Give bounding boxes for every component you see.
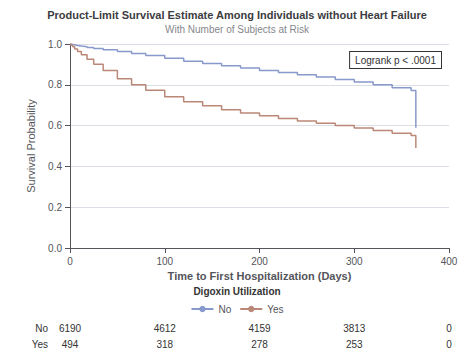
svg-text:Digoxin Utilization: Digoxin Utilization: [193, 286, 280, 297]
svg-text:100: 100: [156, 256, 173, 267]
svg-text:0.6: 0.6: [48, 120, 62, 131]
svg-text:Yes: Yes: [267, 304, 283, 315]
svg-text:0: 0: [67, 256, 73, 267]
svg-text:With Number of Subjects at Ris: With Number of Subjects at Risk: [165, 24, 310, 35]
svg-text:0.8: 0.8: [48, 79, 62, 90]
svg-text:Yes: Yes: [32, 339, 48, 350]
svg-text:300: 300: [346, 256, 363, 267]
svg-text:No: No: [218, 304, 231, 315]
svg-text:1.0: 1.0: [48, 39, 62, 50]
svg-text:0: 0: [446, 323, 452, 334]
svg-text:200: 200: [251, 256, 268, 267]
svg-text:0: 0: [446, 339, 452, 350]
svg-text:6190: 6190: [59, 323, 82, 334]
svg-text:Logrank p < .0001: Logrank p < .0001: [355, 55, 436, 66]
svg-text:Product-Limit Survival Estimat: Product-Limit Survival Estimate Among In…: [47, 9, 427, 21]
svg-text:Time to First Hospitalization: Time to First Hospitalization (Days): [168, 270, 352, 282]
svg-text:0.4: 0.4: [48, 161, 62, 172]
svg-text:400: 400: [441, 256, 458, 267]
svg-text:Survival Probability: Survival Probability: [25, 99, 37, 193]
svg-text:No: No: [35, 323, 48, 334]
svg-text:278: 278: [251, 339, 268, 350]
svg-text:4159: 4159: [248, 323, 271, 334]
svg-text:0.2: 0.2: [48, 202, 62, 213]
svg-text:494: 494: [62, 339, 79, 350]
svg-text:3813: 3813: [343, 323, 366, 334]
svg-text:318: 318: [156, 339, 173, 350]
svg-text:253: 253: [346, 339, 363, 350]
svg-text:4612: 4612: [154, 323, 177, 334]
svg-text:0.0: 0.0: [48, 243, 62, 254]
